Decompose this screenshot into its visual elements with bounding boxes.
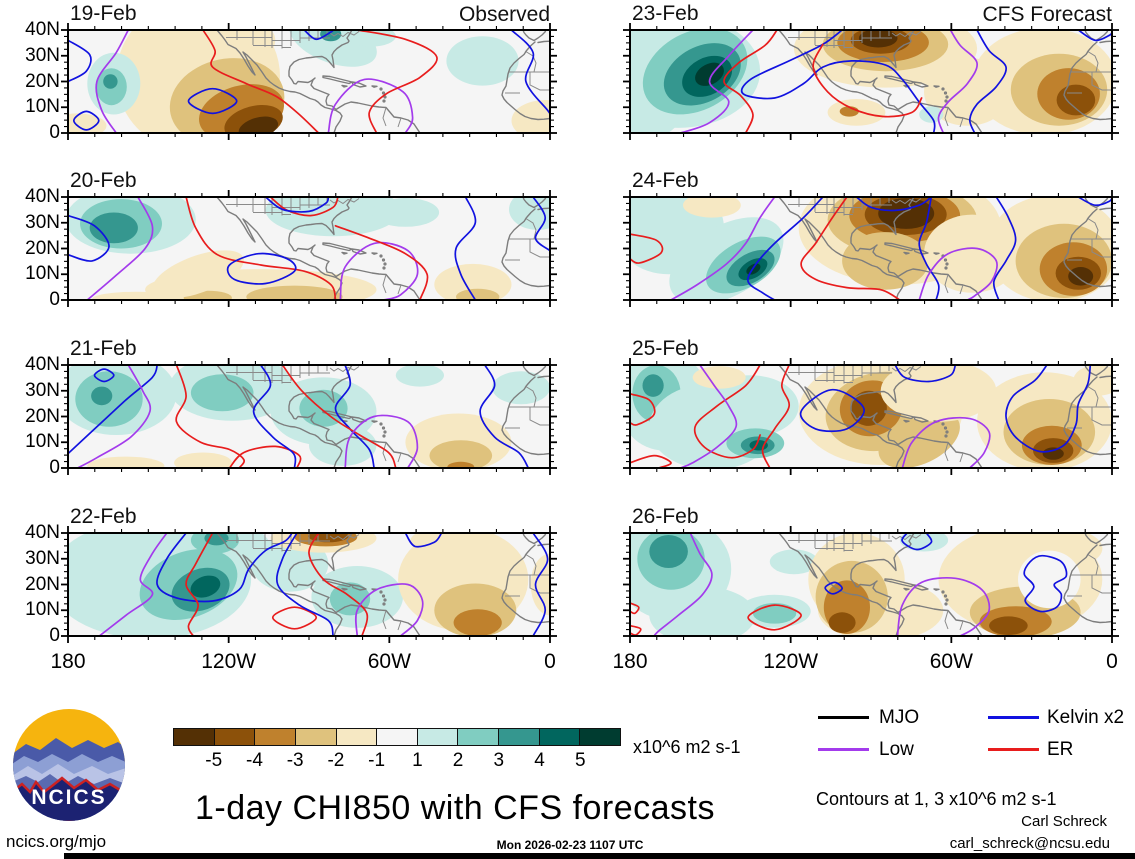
panel-date-23-Feb: 23-Feb	[632, 2, 699, 25]
y-tick-label: 30N	[25, 211, 60, 233]
colorbar-cell	[213, 729, 255, 745]
y-tick-label: 40N	[25, 522, 60, 543]
y-tick-label: 20N	[25, 405, 60, 427]
colorbar-cell	[416, 729, 458, 745]
colorbar-units: x10^6 m2 s-1	[633, 737, 741, 757]
x-tick-label: 180	[50, 650, 86, 673]
panel-date-21-Feb: 21-Feb	[70, 337, 137, 360]
author-credit: Carl Schreck	[1021, 813, 1107, 830]
colorbar-cell	[579, 729, 621, 745]
column-header-observed: Observed	[458, 3, 550, 26]
figure-title: 1-day CHI850 with CFS forecasts	[194, 789, 716, 827]
colorbar-cell	[254, 729, 295, 745]
low-legend-label: Low	[879, 739, 914, 760]
y-tick-label: 0	[49, 457, 60, 478]
colorbar-tick-label: 5	[574, 750, 586, 771]
y-tick-label: 0	[49, 625, 60, 646]
y-tick-label: 10N	[25, 599, 60, 621]
colorbar-tick-label: -2	[327, 750, 345, 771]
colorbar-tick-label: 4	[534, 750, 545, 771]
y-tick-label: 40N	[25, 19, 60, 40]
colorbar-cell	[538, 729, 580, 745]
y-tick-label: 10N	[25, 263, 60, 285]
x-tick-label: 60W	[929, 650, 973, 673]
y-tick-label: 10N	[25, 431, 60, 453]
x-tick-label: 120W	[201, 650, 257, 673]
column-header-cfs-forecast: CFS Forecast	[982, 3, 1112, 26]
x-tick-label: 0	[1106, 650, 1118, 673]
y-tick-label: 20N	[25, 573, 60, 595]
x-tick-label: 60W	[367, 650, 411, 673]
colorbar-tick-label: 2	[452, 750, 464, 771]
map-panel-22-Feb	[61, 526, 557, 643]
colorbar-cell	[498, 729, 539, 745]
colorbar-tick-label: 3	[493, 750, 505, 771]
colorbar-tick-label: -3	[286, 750, 304, 771]
colorbar-cell	[376, 729, 417, 745]
kelvin-legend-label: Kelvin x2	[1047, 707, 1125, 728]
colorbar-tick-label: -5	[205, 750, 223, 771]
panel-date-22-Feb: 22-Feb	[70, 505, 137, 528]
author-email: carl_schreck@ncsu.edu	[949, 835, 1110, 852]
contour-note: Contours at 1, 3 x10^6 m2 s-1	[816, 789, 1057, 809]
colorbar-cell	[335, 729, 377, 745]
map-panel-24-Feb	[623, 190, 1119, 307]
low-legend-line	[818, 748, 869, 751]
kelvin-legend-line	[988, 716, 1039, 719]
y-tick-label: 20N	[25, 70, 60, 92]
y-tick-label: 30N	[25, 547, 60, 569]
er-legend-line	[988, 748, 1039, 751]
colorbar-cell	[174, 729, 214, 745]
colorbar-tick-label: 1	[412, 750, 423, 771]
x-tick-label: 0	[544, 650, 556, 673]
x-tick-label: 180	[612, 650, 648, 673]
maps-canvas	[61, 23, 1119, 643]
panel-date-26-Feb: 26-Feb	[632, 505, 699, 528]
colorbar-cell	[457, 729, 499, 745]
y-tick-label: 30N	[25, 379, 60, 401]
y-tick-label: 0	[49, 122, 60, 143]
panel-date-20-Feb: 20-Feb	[70, 169, 137, 192]
timestamp: Mon 2026-02-23 1107 UTC	[496, 838, 644, 852]
y-tick-label: 40N	[25, 354, 60, 375]
map-panel-20-Feb	[61, 190, 557, 307]
panel-date-25-Feb: 25-Feb	[632, 337, 699, 360]
er-legend-label: ER	[1047, 739, 1074, 760]
bottom-bar	[64, 853, 1135, 859]
x-tick-label: 120W	[763, 650, 819, 673]
y-tick-label: 10N	[25, 96, 60, 118]
colorbar	[173, 728, 621, 746]
colorbar-tick-label: -4	[246, 750, 263, 771]
site-link: ncics.org/mjo	[6, 832, 107, 851]
mjo-legend-line	[818, 716, 869, 719]
ncics-logo-text: NCICS	[31, 786, 106, 809]
colorbar-tick-label: -1	[368, 750, 386, 771]
y-tick-label: 20N	[25, 237, 60, 259]
y-tick-label: 30N	[25, 44, 60, 66]
map-panel-25-Feb	[623, 358, 1119, 475]
map-panel-21-Feb	[61, 358, 557, 475]
map-panel-26-Feb	[623, 526, 1119, 643]
ncics-logo: NCICS	[13, 709, 125, 821]
map-panel-19-Feb	[61, 23, 557, 140]
map-panel-23-Feb	[623, 23, 1119, 140]
panel-date-24-Feb: 24-Feb	[632, 169, 699, 192]
y-tick-label: 40N	[25, 186, 60, 207]
panel-date-19-Feb: 19-Feb	[70, 2, 137, 25]
mjo-legend-label: MJO	[879, 707, 920, 728]
colorbar-cell	[294, 729, 336, 745]
y-tick-label: 0	[49, 289, 60, 310]
